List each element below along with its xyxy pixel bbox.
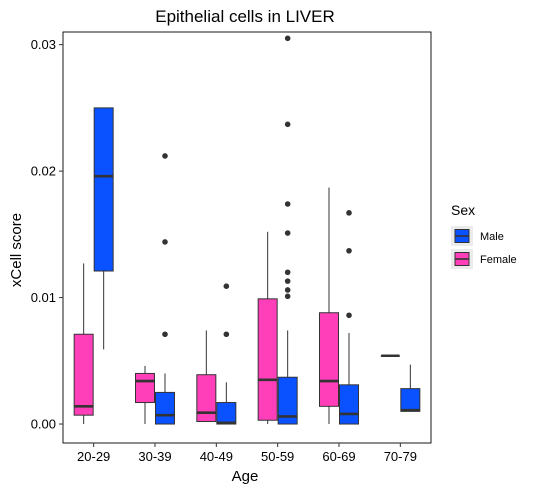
- box: [73, 333, 94, 416]
- box: [135, 372, 155, 404]
- x-tick-label: 30-39: [138, 449, 171, 464]
- x-tick-label: 60-69: [322, 449, 355, 464]
- y-axis: 0.00 0.01 0.02 0.03: [31, 37, 63, 432]
- legend-label-male: Male: [480, 231, 504, 243]
- outlier-point: [162, 153, 168, 159]
- series-female: [73, 187, 400, 425]
- outlier-point: [284, 121, 291, 128]
- box: [277, 376, 298, 425]
- y-tick-label: 0.02: [31, 164, 56, 179]
- y-tick-label: 0.03: [31, 37, 56, 52]
- plot-panel: [62, 31, 432, 444]
- x-axis-label: Age: [232, 468, 259, 485]
- outlier-point: [284, 201, 291, 207]
- outlier-point: [284, 230, 291, 236]
- legend: Sex Male Female: [451, 202, 517, 269]
- x-tick-label: 20-29: [77, 449, 110, 464]
- legend-label-female: Female: [480, 254, 517, 266]
- outlier-point: [346, 247, 352, 254]
- x-tick-label: 50-59: [261, 449, 294, 464]
- panel-border: [62, 31, 432, 444]
- outlier-point: [223, 283, 230, 289]
- legend-title: Sex: [451, 202, 475, 218]
- x-axis: 20-29 30-39 40-49 50-59 60-69 70-79: [77, 443, 417, 464]
- box: [155, 391, 175, 425]
- box: [257, 298, 278, 421]
- box: [216, 402, 237, 425]
- outlier-point: [346, 312, 352, 319]
- outlier-point: [284, 35, 291, 42]
- outlier-point: [223, 331, 230, 338]
- box: [400, 388, 421, 412]
- outlier-point: [162, 239, 168, 245]
- outlier-point: [284, 269, 291, 276]
- y-tick-label: 0.01: [31, 290, 56, 305]
- box: [319, 312, 339, 407]
- outlier-point: [284, 293, 291, 300]
- chart-title: Epithelial cells in LIVER: [155, 7, 335, 26]
- x-tick-label: 40-49: [200, 449, 233, 464]
- box: [339, 384, 359, 425]
- outlier-point: [284, 287, 291, 293]
- series-male: [93, 35, 421, 425]
- box: [93, 107, 114, 272]
- y-tick-label: 0.00: [31, 417, 56, 432]
- box-series: [73, 35, 421, 425]
- outlier-point: [162, 331, 168, 338]
- box: [196, 374, 217, 423]
- outlier-point: [346, 210, 352, 216]
- x-tick-label: 70-79: [384, 449, 417, 464]
- outlier-point: [284, 278, 291, 284]
- y-axis-label: xCell score: [8, 213, 25, 287]
